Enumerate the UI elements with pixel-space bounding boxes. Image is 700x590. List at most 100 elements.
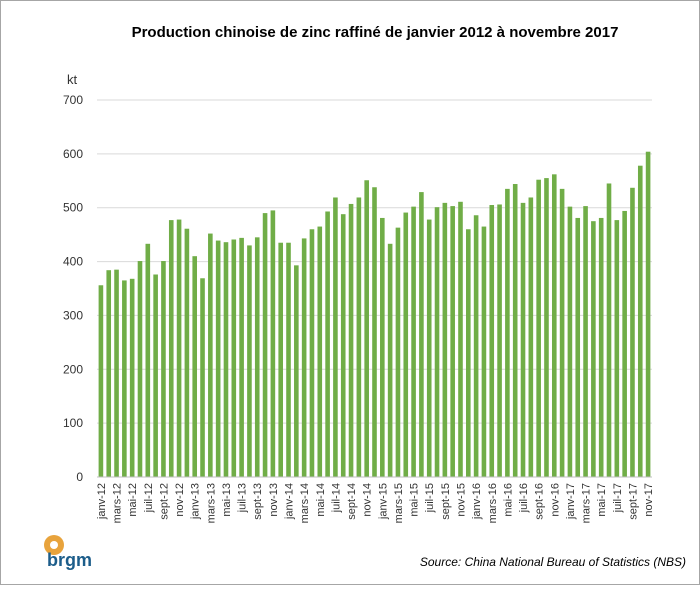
x-tick-label: mars-12 [112, 483, 124, 523]
bar [575, 217, 581, 477]
bar [145, 243, 151, 477]
x-tick-label: sept-13 [252, 483, 264, 520]
x-tick-label: mai-12 [127, 483, 139, 517]
bar [270, 210, 276, 477]
bar [364, 180, 369, 478]
bar [473, 215, 479, 478]
bar [325, 211, 330, 477]
bar [630, 187, 635, 477]
bar [192, 256, 198, 477]
bar [598, 217, 604, 477]
bar [200, 278, 205, 477]
bar [505, 188, 510, 477]
bar [137, 261, 143, 477]
bar [254, 237, 260, 477]
bar [98, 285, 104, 477]
bar [114, 269, 119, 477]
bar [122, 280, 127, 477]
x-tick-label: nov-15 [455, 483, 467, 517]
bar [411, 206, 416, 477]
bar [278, 242, 283, 477]
y-tick-label: 100 [63, 416, 83, 430]
bar [442, 202, 448, 478]
x-tick-label: janv-16 [471, 483, 483, 520]
x-tick-label: mars-14 [299, 483, 311, 523]
bar [583, 206, 588, 477]
x-tick-label: nov-13 [268, 483, 280, 517]
x-tick-label: sept-12 [158, 483, 170, 520]
x-tick-label: juil-12 [143, 483, 155, 513]
x-tick-label: sept-16 [534, 483, 546, 520]
y-axis-label: kt [67, 72, 78, 87]
bar [168, 220, 174, 477]
bar [551, 174, 557, 477]
x-tick-label: sept-15 [440, 483, 452, 520]
x-tick-label: nov-12 [174, 483, 186, 517]
source: Source: China National Bureau of Statist… [420, 555, 686, 569]
x-tick-label: mars-17 [581, 483, 593, 523]
x-tick-label: janv-13 [190, 483, 202, 520]
x-tick-label: mai-13 [221, 483, 233, 517]
x-tick-label: sept-17 [627, 483, 639, 520]
x-tick-label: mai-14 [315, 483, 327, 517]
y-tick-label: 200 [63, 362, 83, 376]
bar [614, 220, 620, 477]
bar [380, 217, 385, 477]
bar [544, 178, 549, 478]
y-tick-label: 600 [63, 147, 83, 161]
bar [223, 242, 229, 477]
bar [372, 187, 377, 477]
x-tick-label: janv-17 [565, 483, 577, 520]
bar [153, 274, 158, 477]
x-tick-label: mars-15 [393, 483, 405, 523]
x-tick-label: mars-16 [487, 483, 499, 523]
x-tick-label: sept-14 [346, 483, 358, 520]
bar [348, 203, 354, 478]
y-tick-label: 0 [76, 470, 83, 484]
x-tick-label: janv-12 [96, 483, 108, 520]
bar [458, 201, 463, 478]
bar [466, 229, 471, 477]
bar [426, 219, 432, 477]
x-tick-label: juil-16 [518, 483, 530, 513]
bar [239, 237, 244, 477]
bar [231, 239, 237, 477]
bar [129, 278, 135, 477]
y-tick-label: 500 [63, 201, 83, 215]
bar [317, 226, 323, 477]
x-tick-label: juil-13 [237, 483, 249, 513]
x-tick-label: nov-14 [362, 483, 374, 517]
bar [294, 265, 299, 477]
bar [528, 197, 534, 477]
logo-icon-center [50, 541, 58, 549]
x-tick-label: juil-15 [424, 483, 436, 513]
bar [301, 238, 307, 477]
bar [637, 165, 643, 477]
bar [340, 214, 346, 478]
y-tick-label: 700 [63, 93, 83, 107]
bar [559, 188, 565, 477]
bar [536, 179, 541, 478]
y-tick-label: 300 [63, 308, 83, 322]
bar [622, 210, 627, 477]
bar [450, 206, 455, 477]
y-tick-label: 400 [63, 255, 83, 269]
x-tick-label: nov-17 [643, 483, 655, 517]
bar [176, 219, 182, 477]
bar [520, 202, 526, 478]
bar [606, 183, 612, 477]
bar [403, 212, 409, 477]
bar [161, 261, 166, 477]
bar [434, 207, 440, 477]
bar [262, 213, 268, 477]
x-tick-label: mai-15 [409, 483, 421, 517]
x-tick-label: mai-16 [502, 483, 514, 517]
x-tick-label: janv-15 [377, 483, 389, 520]
bar [591, 221, 596, 477]
x-tick-label: mars-13 [205, 483, 217, 523]
bar [395, 227, 401, 477]
x-tick-label: janv-14 [284, 483, 296, 520]
bar [497, 204, 502, 478]
bar [286, 242, 291, 477]
bar [106, 270, 112, 477]
